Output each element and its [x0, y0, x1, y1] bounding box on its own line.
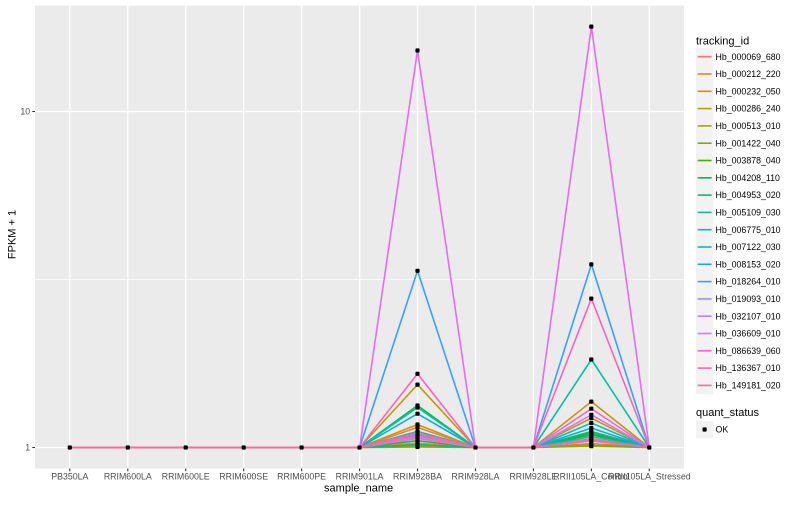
- svg-text:RRIM600SE: RRIM600SE: [219, 471, 268, 481]
- svg-text:Hb_086639_060: Hb_086639_060: [716, 346, 781, 356]
- svg-text:Hb_019093_010: Hb_019093_010: [716, 294, 781, 304]
- svg-text:10: 10: [20, 107, 30, 117]
- svg-text:Hb_032107_010: Hb_032107_010: [716, 311, 781, 321]
- svg-text:Hb_000232_050: Hb_000232_050: [716, 86, 781, 96]
- svg-text:RRIM600PE: RRIM600PE: [277, 471, 326, 481]
- svg-text:OK: OK: [716, 425, 729, 435]
- svg-text:Hb_004208_110: Hb_004208_110: [716, 173, 781, 183]
- svg-text:Hb_000286_240: Hb_000286_240: [716, 104, 781, 114]
- svg-text:Hb_149181_020: Hb_149181_020: [716, 381, 781, 391]
- svg-text:1: 1: [25, 443, 30, 453]
- svg-text:RRIM928LA: RRIM928LA: [452, 471, 500, 481]
- svg-text:Hb_036609_010: Hb_036609_010: [716, 329, 781, 339]
- svg-text:Hb_007122_030: Hb_007122_030: [716, 242, 781, 252]
- svg-text:FPKM + 1: FPKM + 1: [7, 210, 19, 259]
- svg-text:Hb_004953_020: Hb_004953_020: [716, 190, 781, 200]
- svg-text:Hb_005109_030: Hb_005109_030: [716, 208, 781, 218]
- svg-text:PB350LA: PB350LA: [51, 471, 88, 481]
- svg-text:Hb_006775_010: Hb_006775_010: [716, 225, 781, 235]
- svg-text:RRIM928BA: RRIM928BA: [393, 471, 442, 481]
- svg-text:RRII105LA_Stressed: RRII105LA_Stressed: [608, 471, 691, 481]
- svg-text:RRIM600LA: RRIM600LA: [104, 471, 152, 481]
- svg-text:sample_name: sample_name: [324, 483, 393, 495]
- svg-text:Hb_000212_220: Hb_000212_220: [716, 69, 781, 79]
- svg-text:RRIM928LE: RRIM928LE: [509, 471, 557, 481]
- svg-text:Hb_018264_010: Hb_018264_010: [716, 277, 781, 287]
- svg-text:quant_status: quant_status: [696, 407, 759, 419]
- svg-text:Hb_008153_020: Hb_008153_020: [716, 259, 781, 269]
- svg-text:tracking_id: tracking_id: [696, 36, 749, 48]
- svg-text:Hb_000069_680: Hb_000069_680: [716, 52, 781, 62]
- svg-text:Hb_000513_010: Hb_000513_010: [716, 121, 781, 131]
- svg-text:RRIM600LE: RRIM600LE: [162, 471, 210, 481]
- svg-text:Hb_003878_040: Hb_003878_040: [716, 156, 781, 166]
- svg-text:Hb_136367_010: Hb_136367_010: [716, 363, 781, 373]
- svg-text:RRII105LA_Control: RRII105LA_Control: [553, 471, 629, 481]
- svg-text:RRIM901LA: RRIM901LA: [336, 471, 384, 481]
- svg-text:Hb_001422_040: Hb_001422_040: [716, 138, 781, 148]
